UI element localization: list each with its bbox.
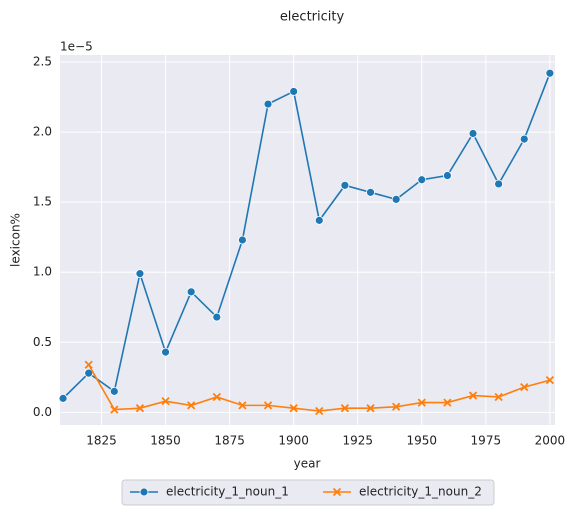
x-axis-label: year xyxy=(294,457,321,471)
y-tick-label: 2.0 xyxy=(33,125,52,139)
marker-circle xyxy=(263,99,273,109)
marker-x xyxy=(520,383,529,392)
y-tick-label: 1.5 xyxy=(33,195,52,209)
marker-circle xyxy=(442,171,452,180)
x-tick-label: 1950 xyxy=(406,434,437,448)
y-tick-label: 2.5 xyxy=(33,55,52,69)
marker-x xyxy=(84,360,93,369)
marker-circle xyxy=(417,175,427,185)
marker-x xyxy=(366,404,375,413)
y-axis-label: lexicon% xyxy=(9,213,23,267)
marker-circle xyxy=(212,312,222,322)
marker-x xyxy=(332,487,342,497)
marker-circle xyxy=(139,487,149,497)
legend-box xyxy=(121,479,495,506)
legend-label: electricity_1_noun_2 xyxy=(359,485,482,499)
marker-x xyxy=(443,398,452,407)
x-tick-label: 1875 xyxy=(214,434,245,448)
marker-circle xyxy=(161,347,170,357)
marker-x xyxy=(468,391,478,400)
marker-circle xyxy=(109,386,119,396)
marker-circle xyxy=(289,87,299,96)
x-tick-label: 1925 xyxy=(342,434,373,448)
marker-x xyxy=(135,404,145,413)
x-tick-label: 1900 xyxy=(278,434,309,448)
series-line xyxy=(62,72,551,399)
marker-x xyxy=(340,404,350,413)
marker-x xyxy=(212,392,221,402)
marker-x xyxy=(187,401,196,410)
marker-x xyxy=(161,397,170,406)
marker-x xyxy=(263,401,273,410)
marker-circle xyxy=(468,129,478,138)
y-tick-label: 0.5 xyxy=(33,335,52,349)
marker-circle xyxy=(545,68,555,78)
marker-circle xyxy=(238,235,247,245)
marker-x xyxy=(494,392,503,402)
marker-x xyxy=(392,402,401,411)
y-tick-label: 0.0 xyxy=(33,405,52,419)
marker-x xyxy=(545,376,555,385)
marker-circle xyxy=(391,194,401,204)
marker-circle xyxy=(519,134,529,144)
x-tick-label: 1975 xyxy=(471,434,502,448)
y-tick-label: 1.0 xyxy=(33,265,52,279)
marker-circle xyxy=(186,287,196,297)
marker-circle xyxy=(340,180,350,190)
marker-x xyxy=(315,406,324,416)
y-offset-label: 1e−5 xyxy=(60,40,93,54)
marker-circle xyxy=(494,179,504,189)
marker-circle xyxy=(366,187,375,197)
marker-circle xyxy=(135,269,145,279)
x-tick-label: 1850 xyxy=(150,434,181,448)
marker-x xyxy=(417,398,426,407)
plot-area xyxy=(60,55,555,425)
marker-x xyxy=(289,404,298,413)
legend-label: electricity_1_noun_1 xyxy=(166,485,289,499)
x-tick-label: 2000 xyxy=(535,434,566,448)
x-tick-label: 1825 xyxy=(86,434,117,448)
marker-circle xyxy=(58,393,68,403)
marker-circle xyxy=(314,215,324,225)
marker-x xyxy=(110,405,119,414)
marker-x xyxy=(238,401,247,410)
chart-title: electricity xyxy=(280,10,345,25)
